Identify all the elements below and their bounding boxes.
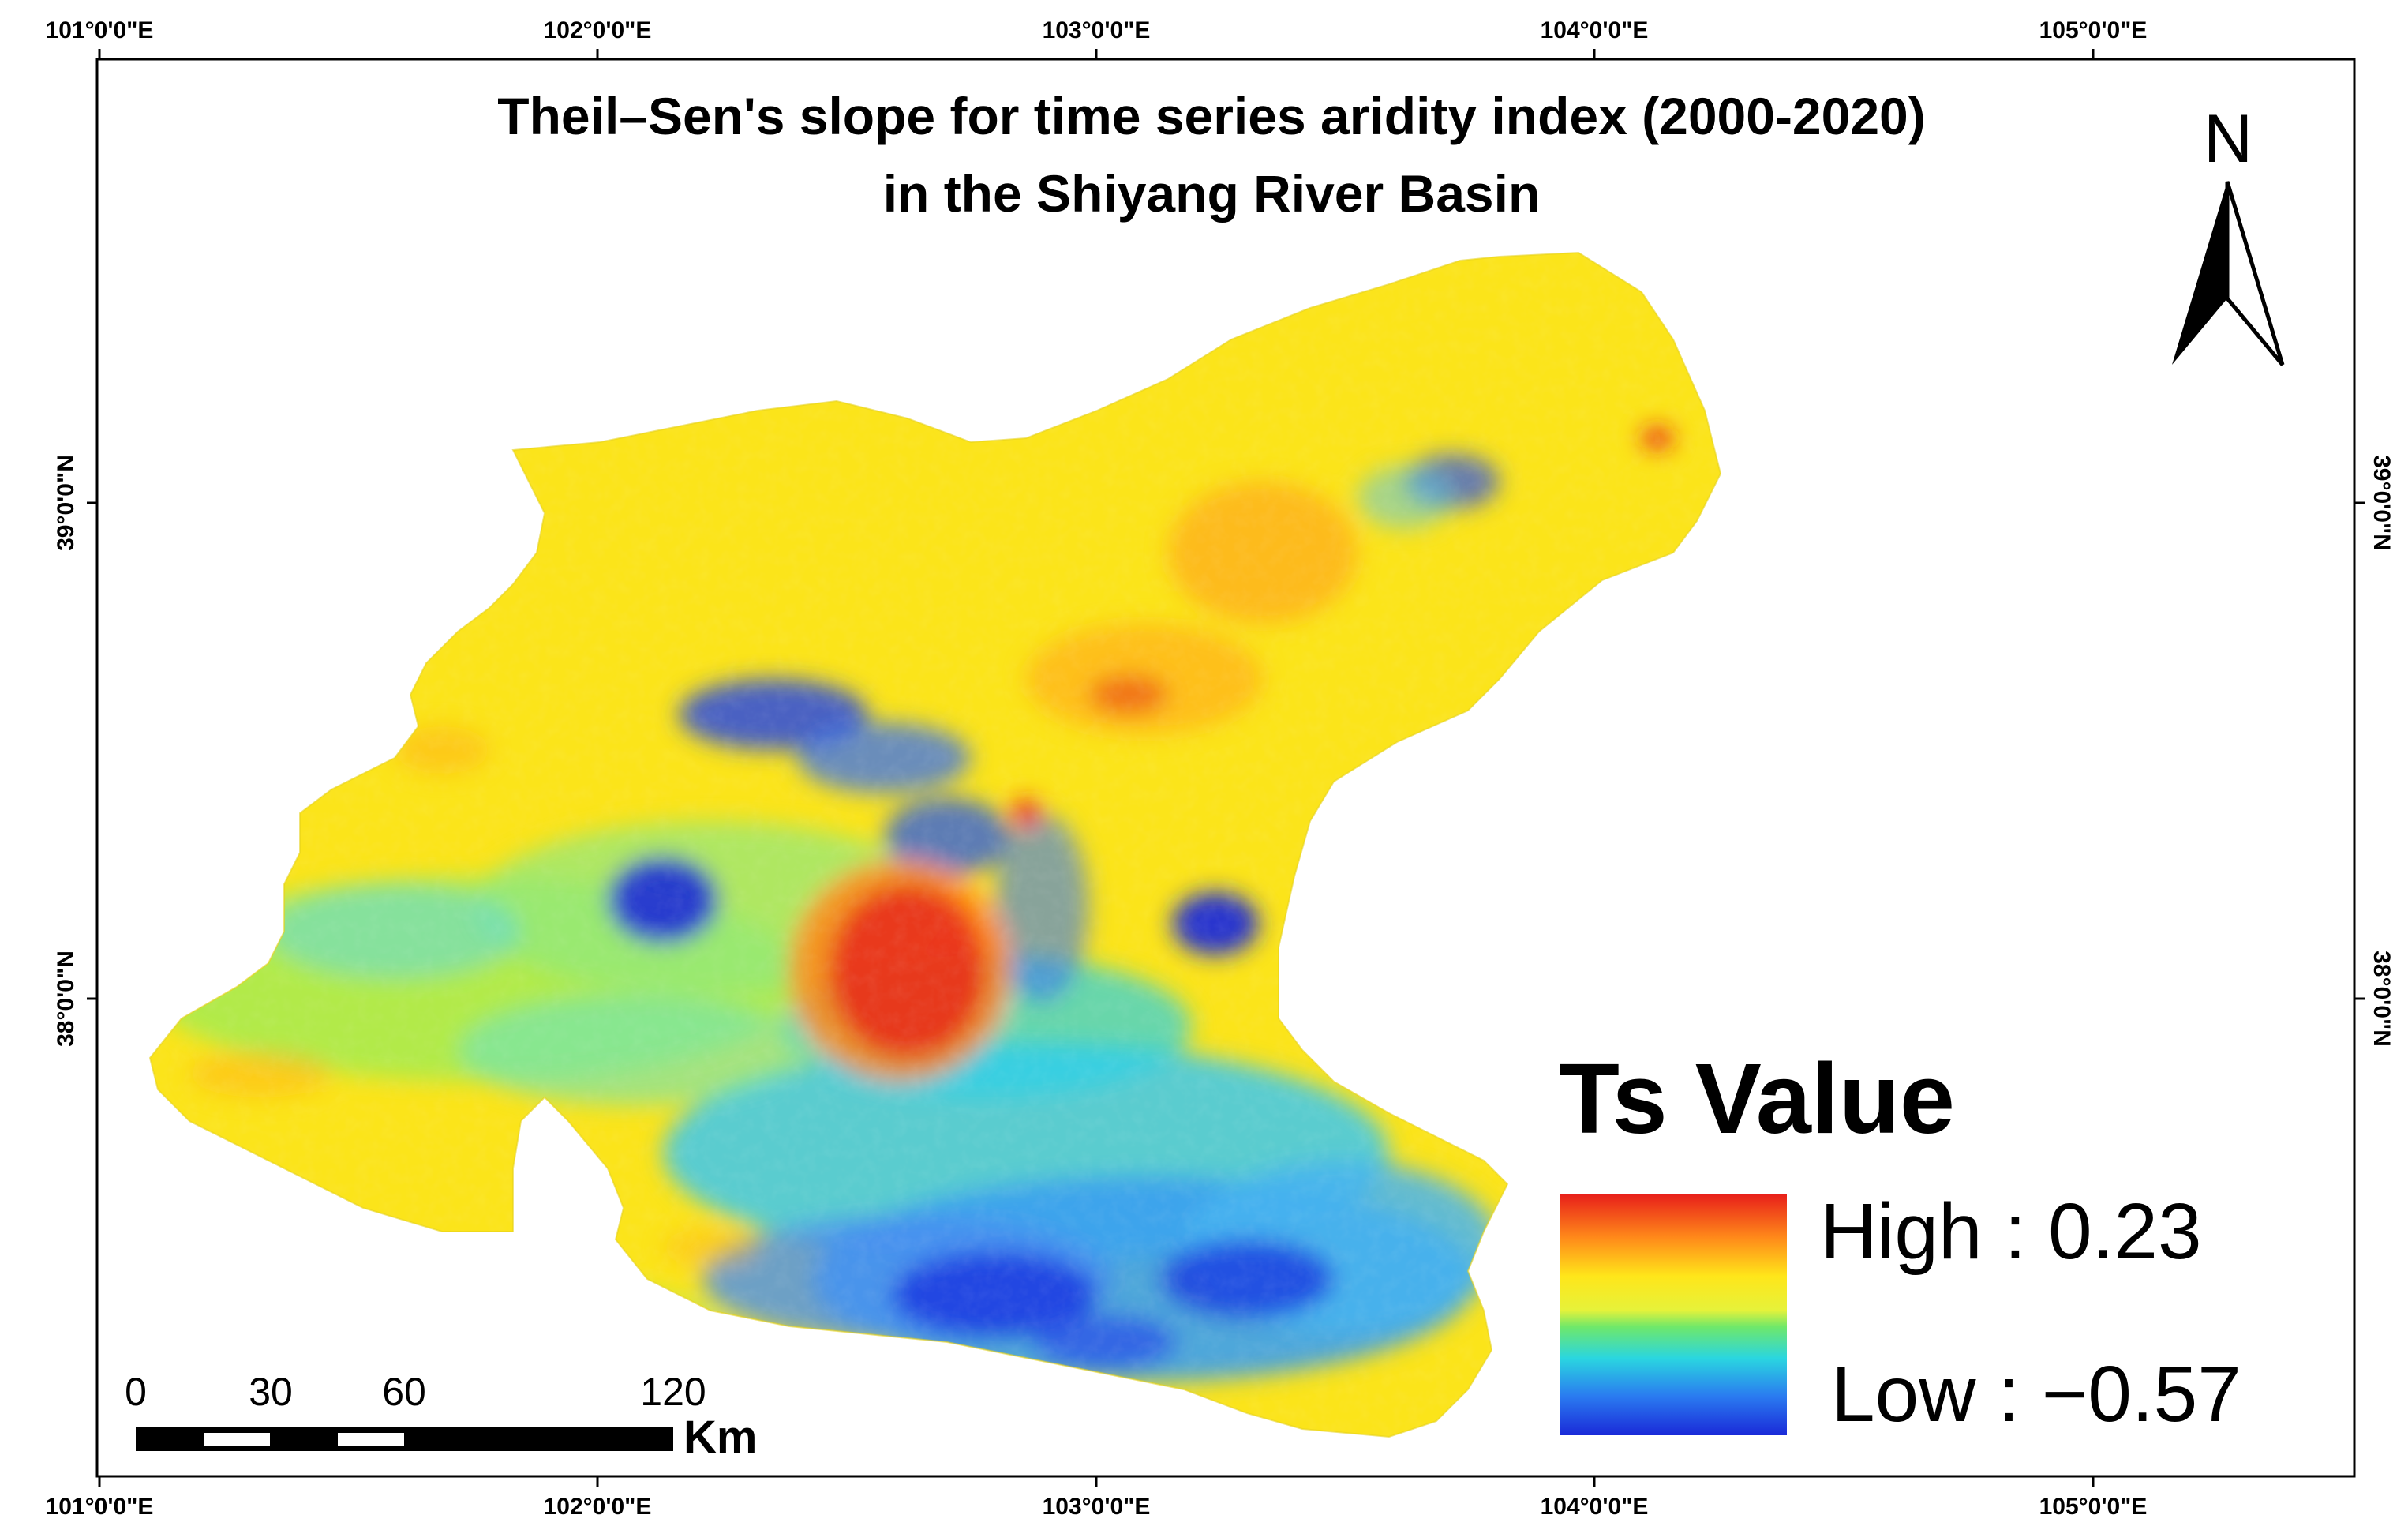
map-title-line1: Theil–Sen's slope for time series aridit… <box>497 87 1925 145</box>
lon-tick-bottom-2: 102°0'0"E <box>544 1494 652 1520</box>
lon-tick-top-2: 102°0'0"E <box>544 17 652 43</box>
legend: Ts Value High : 0.23 Low : −0.57 <box>1559 1043 2241 1438</box>
scale-label-30: 30 <box>249 1370 293 1414</box>
lon-tick-bottom-3: 103°0'0"E <box>1043 1494 1151 1520</box>
lon-tick-bottom-1: 101°0'0"E <box>46 1494 154 1520</box>
scale-label-0: 0 <box>125 1370 147 1414</box>
legend-high-label: High : 0.23 <box>1820 1187 2202 1276</box>
lon-tick-top-4: 104°0'0"E <box>1541 17 1649 43</box>
scale-bar: 0 30 60 120 Km <box>125 1370 757 1463</box>
longitude-ticks-marks <box>87 49 2365 1487</box>
north-arrow-icon <box>2172 181 2285 366</box>
lat-tick-right-2: 38°0'0"N <box>2369 951 2395 1047</box>
legend-title: Ts Value <box>1559 1043 1955 1154</box>
legend-color-ramp <box>1560 1194 1787 1435</box>
scale-label-60: 60 <box>382 1370 426 1414</box>
scale-unit: Km <box>683 1412 757 1463</box>
map-title-line2: in the Shiyang River Basin <box>883 164 1541 223</box>
lon-tick-top-3: 103°0'0"E <box>1043 17 1151 43</box>
scale-segment-white-2 <box>338 1433 404 1446</box>
legend-low-label: Low : −0.57 <box>1831 1350 2241 1438</box>
lon-tick-top-5: 105°0'0"E <box>2039 17 2148 43</box>
lon-tick-top-1: 101°0'0"E <box>46 17 154 43</box>
scale-segment-white-1 <box>204 1433 270 1446</box>
lat-tick-left-2: 38°0'0"N <box>53 951 79 1047</box>
basin-raster <box>150 253 1721 1437</box>
north-arrow: N <box>2172 101 2285 366</box>
lat-tick-left-1: 39°0'0"N <box>53 455 79 551</box>
lon-tick-bottom-4: 104°0'0"E <box>1541 1494 1649 1520</box>
lon-tick-bottom-5: 105°0'0"E <box>2039 1494 2148 1520</box>
lat-tick-right-1: 39°0'0"N <box>2369 455 2395 551</box>
scale-label-120: 120 <box>640 1370 706 1414</box>
map-frame <box>95 58 2356 1478</box>
north-label: N <box>2204 101 2253 177</box>
